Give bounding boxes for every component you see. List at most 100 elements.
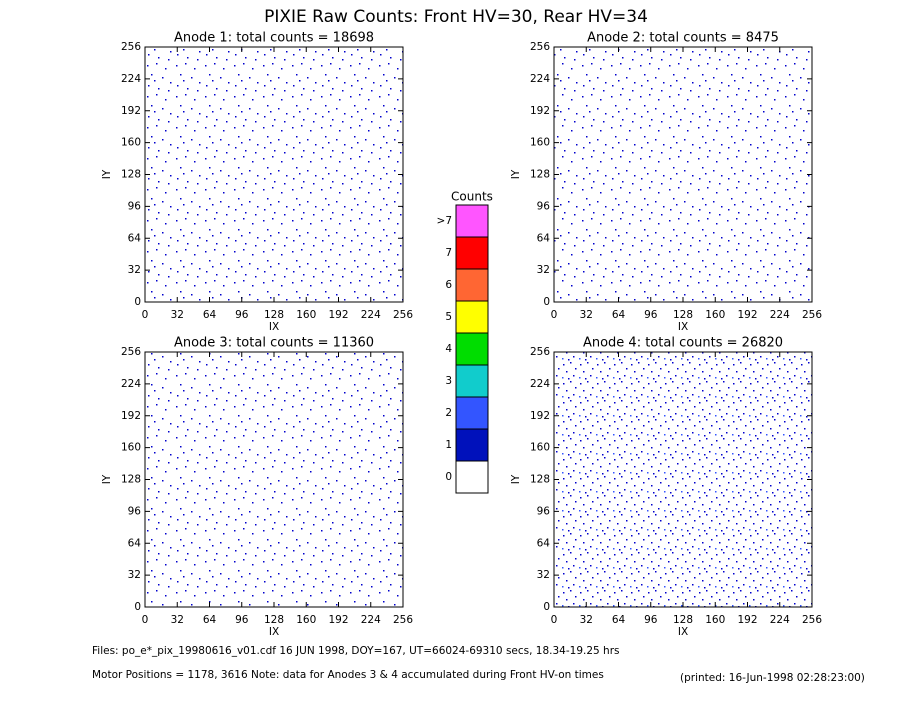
colorbar-cell [455,428,489,462]
y-tick-label: 256 [530,41,550,53]
y-tick-label: 224 [530,73,550,85]
x-axis-label: IX [678,321,688,333]
heatmap-texture [554,47,812,302]
y-tick-label: 192 [121,105,141,117]
y-tick-label: 96 [537,505,551,517]
x-tick-label: 160 [296,309,316,321]
x-tick-label: 0 [142,614,149,626]
y-tick-label: 256 [530,346,550,358]
x-tick-label: 0 [551,309,558,321]
footer-motor: Motor Positions = 1178, 3616 Note: data … [92,669,604,681]
colorbar-cell [455,460,489,494]
x-tick-label: 128 [264,309,284,321]
heatmap-texture [145,47,403,302]
footer-files: Files: po_e*_pix_19980616_v01.cdf 16 JUN… [92,645,619,657]
colorbar-cell [455,204,489,238]
x-tick-label: 0 [142,309,149,321]
y-tick-label: 160 [530,442,550,454]
x-tick-label: 160 [705,309,725,321]
y-tick-label: 96 [537,200,551,212]
y-axis-label: IY [101,474,113,484]
colorbar-cell [455,396,489,430]
x-tick-label: 32 [171,309,184,321]
x-tick-label: 32 [580,614,593,626]
colorbar-label: 5 [445,311,452,323]
colorbar-label: 6 [445,279,452,291]
colorbar-label: 1 [445,439,452,451]
x-tick-label: 160 [705,614,725,626]
y-tick-label: 96 [128,200,142,212]
heatmap-texture [554,352,812,607]
panel-title: Anode 2: total counts = 8475 [587,31,779,46]
colorbar-label: 3 [445,375,452,387]
x-tick-label: 192 [737,614,757,626]
y-tick-label: 64 [537,537,551,549]
colorbar-cell [455,364,489,398]
y-tick-label: 32 [537,264,550,276]
y-tick-label: 0 [134,296,141,308]
colorbar-label: 7 [445,247,452,259]
x-tick-label: 224 [770,614,790,626]
figure-title: PIXIE Raw Counts: Front HV=30, Rear HV=3… [264,7,648,27]
y-tick-label: 128 [121,169,141,181]
panel-title: Anode 3: total counts = 11360 [174,336,374,351]
y-tick-label: 256 [121,41,141,53]
colorbar-cell [455,332,489,366]
y-tick-label: 0 [543,601,550,613]
x-tick-label: 192 [328,309,348,321]
colorbar-cell [455,236,489,270]
y-tick-label: 256 [121,346,141,358]
footer-printed: (printed: 16-Jun-1998 02:28:23:00) [680,672,865,684]
y-tick-label: 64 [128,537,142,549]
x-tick-label: 96 [644,309,658,321]
y-tick-label: 96 [128,505,142,517]
y-tick-label: 192 [530,410,550,422]
x-tick-label: 160 [296,614,316,626]
y-tick-label: 0 [134,601,141,613]
y-axis-label: IY [101,169,113,179]
x-tick-label: 96 [235,309,249,321]
y-tick-label: 32 [537,569,550,581]
y-axis-label: IY [510,169,522,179]
colorbar-label: 0 [445,471,452,483]
x-tick-label: 128 [264,614,284,626]
x-tick-label: 128 [673,614,693,626]
y-tick-label: 128 [530,169,550,181]
y-tick-label: 64 [537,232,551,244]
x-tick-label: 64 [612,614,626,626]
x-tick-label: 256 [393,614,413,626]
y-tick-label: 192 [530,105,550,117]
x-tick-label: 224 [770,309,790,321]
y-tick-label: 32 [128,264,141,276]
colorbar-label: >7 [437,215,452,227]
y-tick-label: 224 [121,378,141,390]
x-tick-label: 32 [171,614,184,626]
x-tick-label: 64 [203,614,217,626]
y-tick-label: 128 [530,474,550,486]
y-tick-label: 160 [121,442,141,454]
x-tick-label: 64 [203,309,217,321]
x-tick-label: 256 [802,309,822,321]
y-axis-label: IY [510,474,522,484]
y-tick-label: 192 [121,410,141,422]
panel-title: Anode 1: total counts = 18698 [174,31,374,46]
y-tick-label: 224 [530,378,550,390]
y-tick-label: 32 [128,569,141,581]
colorbar-cell [455,300,489,334]
panel-title: Anode 4: total counts = 26820 [583,336,783,351]
x-tick-label: 128 [673,309,693,321]
x-axis-label: IX [678,626,688,638]
x-axis-label: IX [269,321,279,333]
y-tick-label: 0 [543,296,550,308]
y-tick-label: 160 [121,137,141,149]
x-tick-label: 256 [802,614,822,626]
colorbar-title: Counts [451,190,493,204]
y-tick-label: 64 [128,232,142,244]
y-tick-label: 160 [530,137,550,149]
x-tick-label: 256 [393,309,413,321]
x-tick-label: 64 [612,309,626,321]
x-tick-label: 224 [361,614,381,626]
x-axis-label: IX [269,626,279,638]
